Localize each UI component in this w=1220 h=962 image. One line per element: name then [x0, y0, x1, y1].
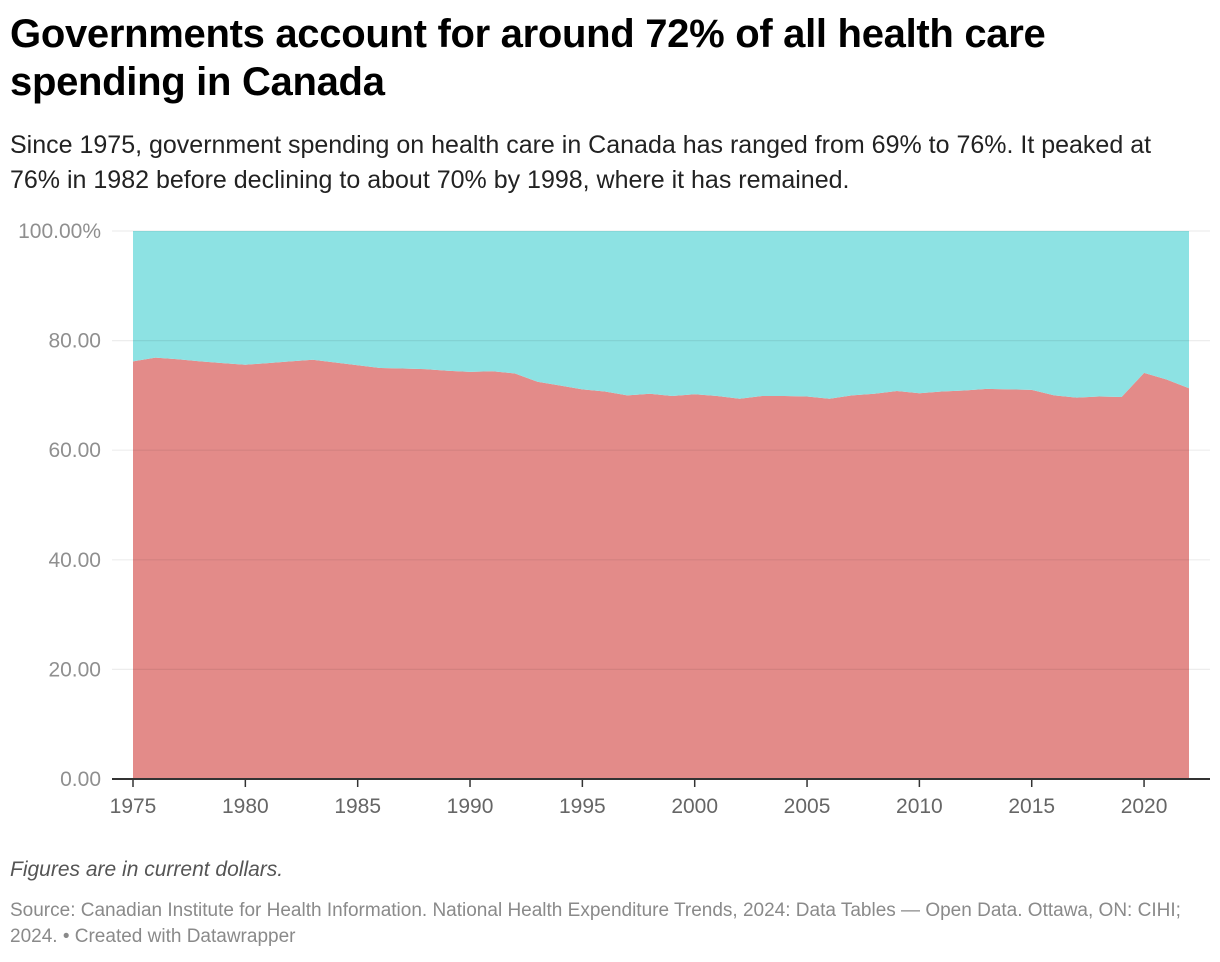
area-government	[133, 357, 1189, 779]
x-tick-label: 1980	[222, 795, 269, 818]
y-tick-label: 20.00	[48, 658, 101, 681]
area-private	[133, 231, 1189, 399]
x-tick-label: 1985	[334, 795, 381, 818]
area-chart: 0.00 20.00 40.00 60.00 80.00 100.00% 1975 1980…	[18, 220, 1210, 818]
x-tick-label: 1995	[559, 795, 606, 818]
x-tick-label: 2010	[896, 795, 943, 818]
x-tick-label: 1990	[447, 795, 494, 818]
x-tick-label: 2015	[1008, 795, 1055, 818]
chart-notes: Figures are in current dollars.	[10, 858, 284, 881]
x-axis-ticks: 1975 1980 1985 1990 1995 2000 2005 2010 2015 2020	[110, 778, 1210, 818]
x-tick-label: 2020	[1121, 795, 1168, 818]
x-tick-label: 1975	[110, 795, 157, 818]
area-series	[112, 230, 1210, 779]
x-tick-label: 2005	[784, 795, 831, 818]
chart-source: Source: Canadian Institute for Health In…	[10, 900, 1181, 947]
y-axis-ticks: 0.00 20.00 40.00 60.00 80.00 100.00%	[18, 220, 101, 791]
y-tick-label: 40.00	[48, 549, 101, 572]
y-tick-label: 100.00%	[18, 220, 101, 243]
y-tick-label: 0.00	[60, 768, 101, 791]
y-tick-label: 60.00	[48, 439, 101, 462]
x-tick-label: 2000	[671, 795, 718, 818]
chart-title: Governments account for around 72% of al…	[10, 12, 1046, 104]
chart-subtitle: Since 1975, government spending on healt…	[10, 131, 1152, 194]
y-tick-label: 80.00	[48, 330, 101, 353]
